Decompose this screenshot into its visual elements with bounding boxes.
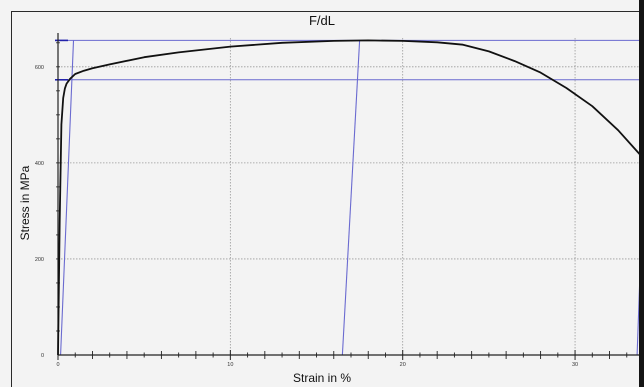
stress-strain-curve [57,39,644,356]
screen-bezel [639,0,644,387]
y-tick-label: 0 [41,353,44,359]
grid-lines [58,38,644,355]
x-tick-label: 10 [227,362,233,368]
elastic-offset-line [60,40,75,356]
x-tick-label: 20 [400,362,406,368]
x-axis-label: Strain in % [292,371,352,385]
tick-labels: 0 10 20 30 0 200 400 600 [35,65,578,368]
data-series [57,39,644,356]
chart-title: F/dL [308,13,335,28]
window-top-border [11,11,644,12]
axes [56,33,644,360]
y-tick-label: 600 [35,65,44,71]
elastic-offset-line [341,40,361,356]
y-tick-label: 400 [35,161,44,167]
y-tick-label: 200 [35,257,44,263]
x-tick-label: 30 [572,362,578,368]
window-left-border [11,11,12,387]
reference-lines [55,39,644,356]
y-axis-label: Stress in MPa [18,165,32,241]
x-tick-label: 0 [56,362,59,368]
